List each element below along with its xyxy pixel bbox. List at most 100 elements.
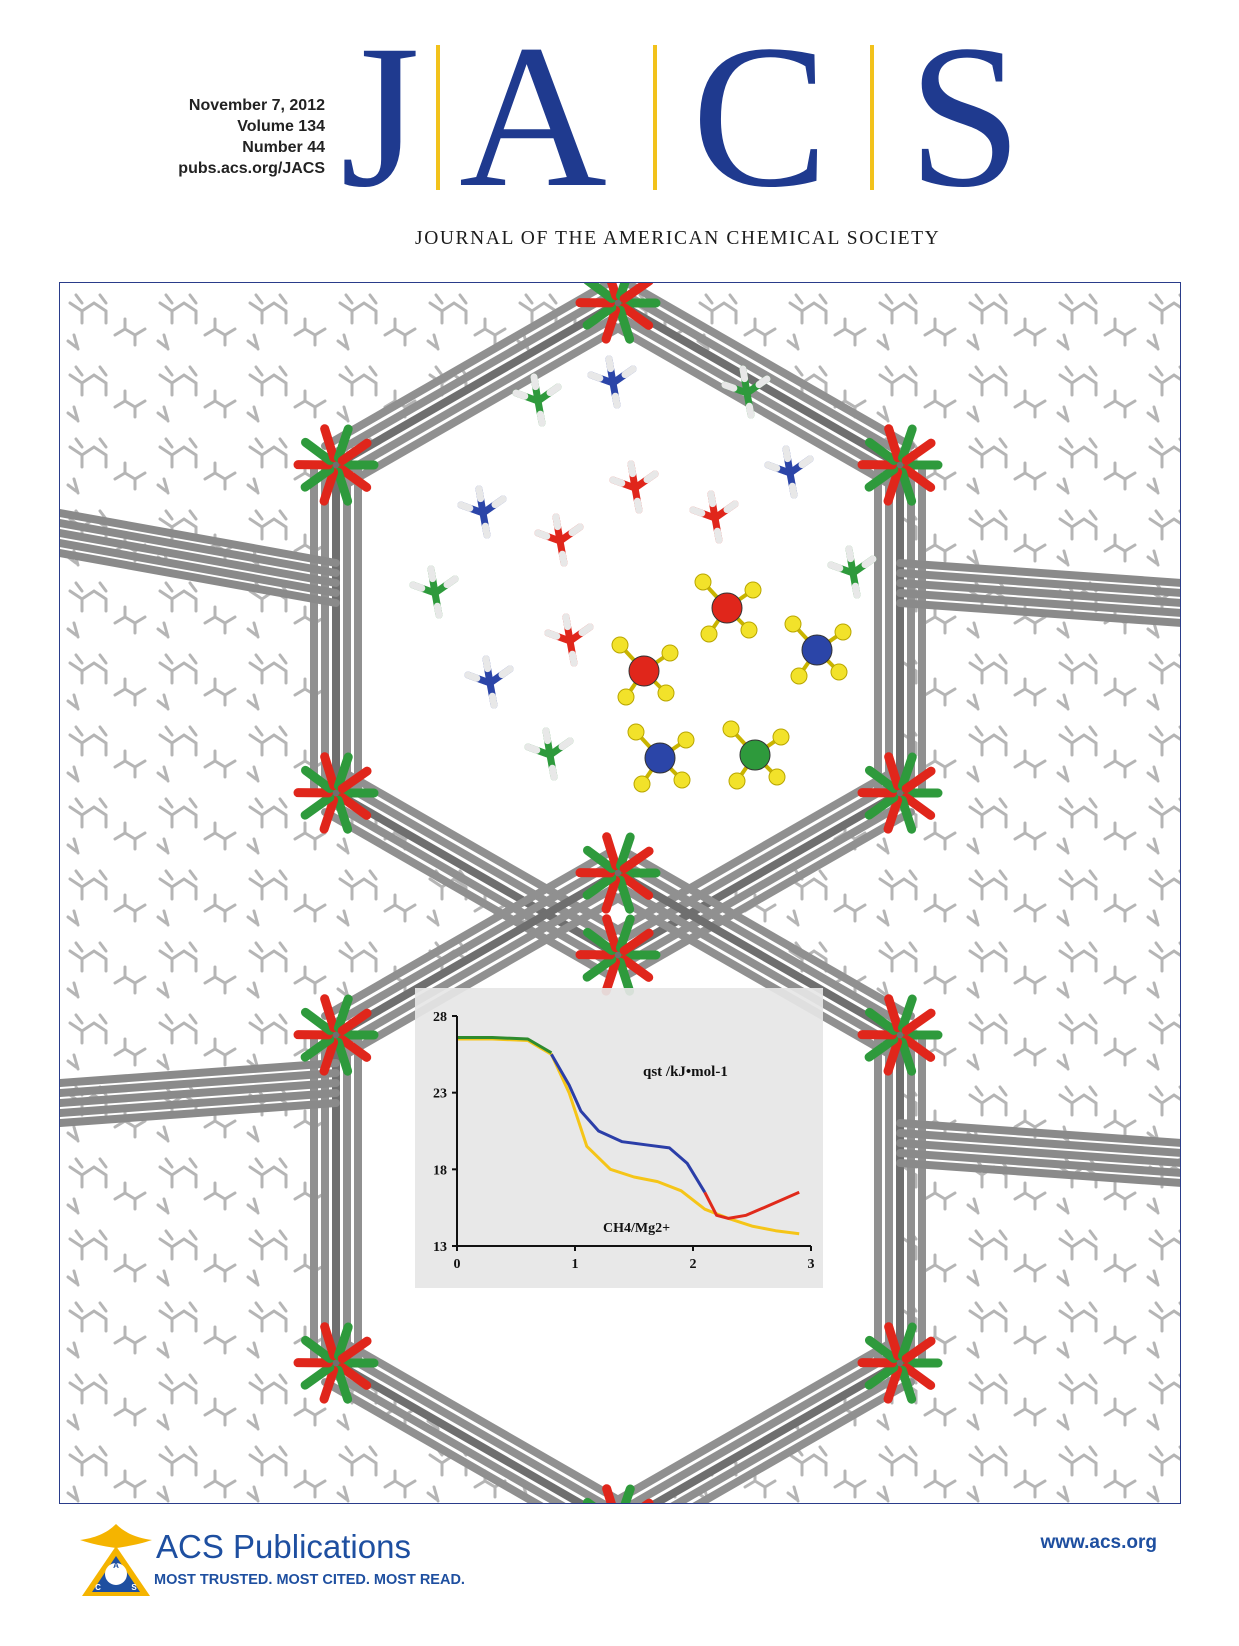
linker-rod [896,589,1180,617]
framework-rod [326,798,617,969]
framework-rod [342,888,633,1059]
ammonia-molecule-icon [784,615,852,685]
water-molecule-icon [544,613,594,667]
framework-rod [326,289,617,460]
masthead-letter-a: A [459,35,607,230]
methane-molecule-icon [524,727,574,781]
linker-rod [60,529,340,587]
chart-y-tick-label: 13 [433,1240,447,1255]
masthead-letter-s: S [908,35,1022,230]
chart-x-tick-label: 0 [454,1257,461,1272]
mg-node [575,283,661,344]
publisher-name[interactable]: ACS Publications [156,1528,411,1565]
framework-rod [619,289,910,460]
mg-node [293,994,379,1076]
methane-molecule-icon [512,373,562,427]
masthead-letter-c: C [692,35,829,230]
linker-rod [60,549,340,607]
water-molecule-icon [694,573,762,643]
masthead: J A C S [320,35,1060,240]
chart-background [415,988,823,1288]
mg-node [857,424,943,506]
framework-rods [60,283,1180,1503]
framework-rod [692,1378,915,1503]
mg-node [293,1322,379,1404]
framework-rod [608,308,899,479]
linker-rod [60,1079,340,1107]
acs-eagle-icon: A C S [80,1524,152,1596]
framework-rod [648,1359,904,1503]
ammonia-molecule-icon [457,485,507,539]
cover-art: 0 1 2 3 28 23 18 13 qst /kJ•mol-1 CH4/Mg2+ [59,282,1181,1504]
framework-rod [604,1339,894,1503]
framework-rod [321,283,612,450]
framework-rod [332,869,622,1039]
linker-rod [60,539,340,597]
journal-full-name: JOURNAL OF THE AMERICAN CHEMICAL SOCIETY [415,228,941,249]
issue-url[interactable]: pubs.acs.org/JACS [178,160,325,177]
framework-rod [321,849,612,1020]
linker-rod [896,1119,1180,1147]
framework-rod [342,1339,632,1503]
framework-rod [332,299,622,469]
chart-y-tick-label: 23 [433,1087,447,1102]
framework-rod [624,808,915,979]
framework-rod [608,878,899,1049]
masthead-divider [653,45,657,190]
water-molecule-icon [611,636,679,706]
framework-rod [603,888,894,1059]
water-molecule-icon [534,513,584,567]
chart-qst-label: qst /kJ•mol-1 [643,1064,728,1080]
linker-rod [896,1149,1180,1177]
chart-x-tick-label: 2 [690,1257,697,1272]
water-molecule-icon [689,490,739,544]
linker-rod [896,1139,1180,1167]
ammonia-molecule-icon [627,723,695,793]
framework-rod [670,1368,910,1503]
framework-rod [342,318,633,489]
linker-rod [896,1159,1180,1187]
chart-y-tick-label: 28 [433,1010,447,1025]
framework-rod [326,1368,566,1503]
website-link[interactable]: www.acs.org [1040,1532,1158,1553]
linker-rod [60,519,340,577]
acs-logo-letter-a: A [113,1561,119,1570]
chart-x-tick-label: 3 [808,1257,815,1272]
linker-rod [896,599,1180,627]
masthead-divider [870,45,874,190]
publisher-tagline: MOST TRUSTED. MOST CITED. MOST READ. [154,1572,465,1588]
framework-rod [624,849,915,1020]
masthead-divider [436,45,440,190]
mg-node [582,1484,654,1503]
methane-molecule-icon [721,365,771,419]
framework-rod [326,859,617,1030]
linker-rod [60,509,340,567]
linker-rod [896,559,1180,587]
ammonia-molecule-icon [464,655,514,709]
linker-rod [60,1059,340,1087]
methane-molecule-icon [722,720,790,790]
mg-node [293,424,379,506]
issue-info: November 7, 2012 Volume 134 Number 44 pu… [100,95,325,179]
chart-x-tick-label: 1 [572,1257,579,1272]
guest-molecules [409,355,877,793]
issue-date: November 7, 2012 [188,97,325,114]
framework-rod [332,1359,588,1503]
metal-nodes [293,283,943,1503]
ammonia-molecule-icon [587,355,637,409]
masthead-letter-j: J [340,35,420,230]
acs-logo: A C S [76,1520,576,1630]
chart-series-line-3 [457,1036,553,1055]
framework-rod [337,878,628,1049]
mg-node [575,832,661,914]
methane-molecule-icon [827,545,877,599]
chart-y-tick-label: 18 [433,1163,447,1178]
linker-rod [896,569,1180,597]
issue-volume: Volume 134 [237,118,325,135]
mg-node [293,752,379,834]
acs-logo-letter-s: S [131,1583,137,1592]
framework-rod [337,1349,610,1503]
framework-rod [337,308,628,479]
framework-rod [619,859,910,1030]
